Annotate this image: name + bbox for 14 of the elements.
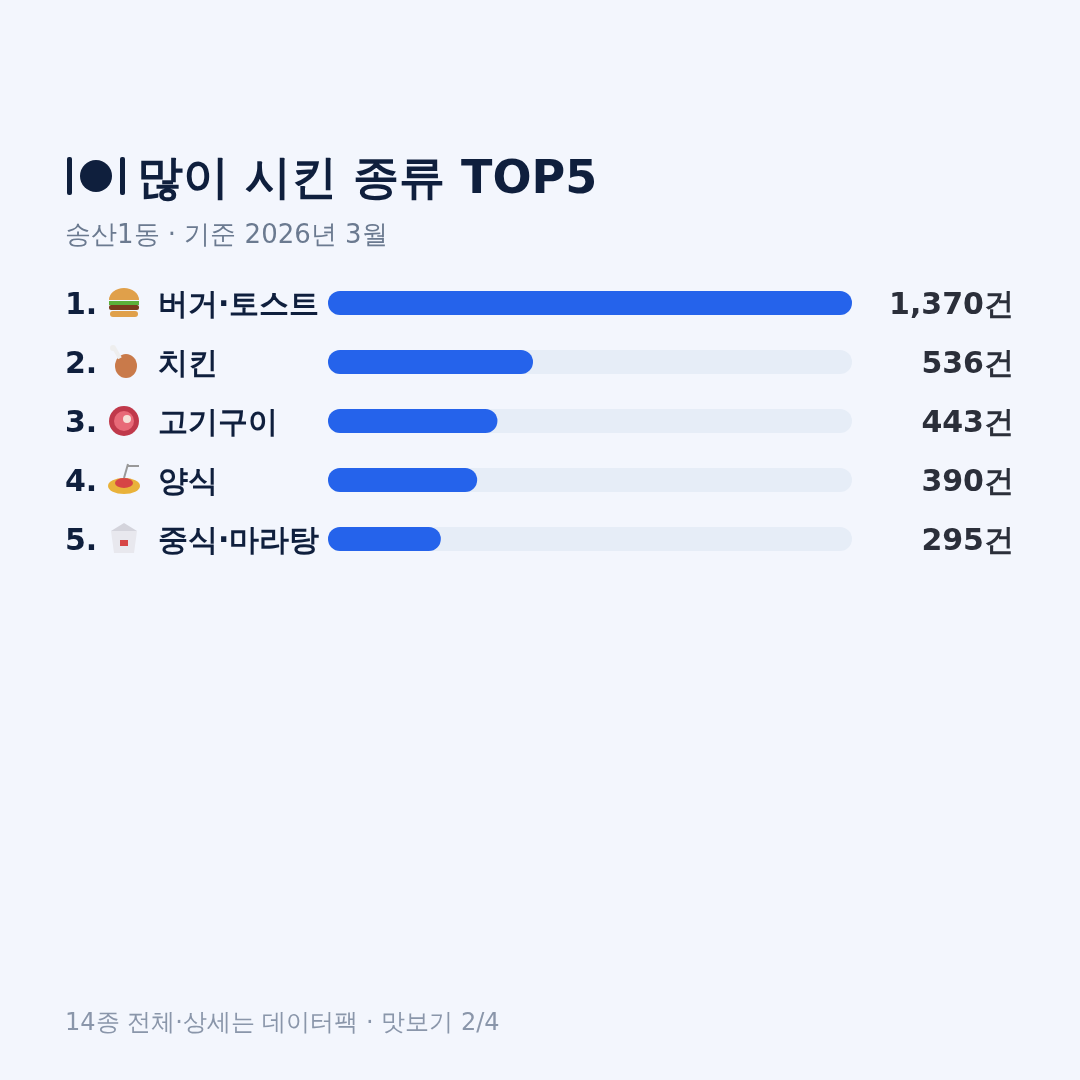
data-label: 1,370건 [889, 286, 1014, 321]
category-label: 5. 중식·마라탕 [65, 522, 320, 557]
data-label: 443건 [921, 404, 1014, 439]
data-label: 536건 [921, 345, 1014, 380]
category-label: 2. 치킨 [65, 345, 218, 380]
category-label: 3. 고기구이 [65, 404, 278, 439]
category-label: 4. 양식 [65, 463, 218, 498]
text: 14종 전체·상세는 데이터팩 · 맛보기 2/4 [65, 1008, 500, 1036]
data-label: 295건 [921, 522, 1014, 557]
chart-title: 많이 시킨 종류 TOP5 [137, 150, 598, 204]
data-label: 390건 [921, 463, 1014, 498]
bar [328, 527, 441, 551]
category-label: 1. 버거·토스트 [65, 286, 320, 321]
chart-subtitle: 송산1동 · 기준 2026년 3월 [65, 219, 388, 249]
